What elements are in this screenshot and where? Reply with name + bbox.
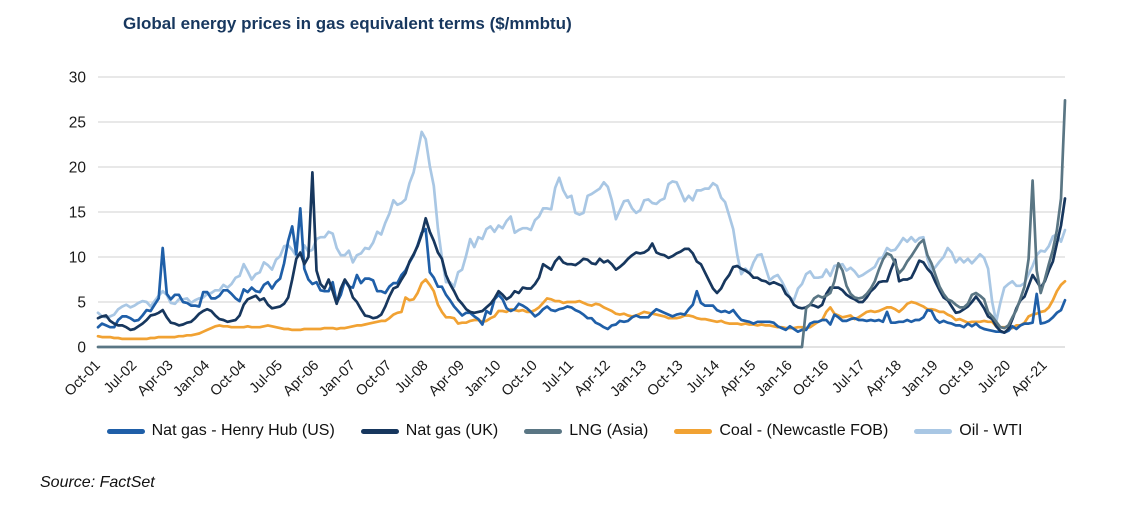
x-tick-label: Oct-10 — [499, 358, 541, 400]
legend-label: LNG (Asia) — [569, 422, 649, 439]
legend-item-coal-newcastle-fob-: Coal - (Newcastle FOB) — [674, 422, 888, 440]
source-note: Source: FactSet — [40, 474, 155, 491]
legend-line-swatch — [524, 428, 563, 434]
x-tick-label: Apr-09 — [426, 358, 468, 400]
y-tick-label: 25 — [69, 115, 86, 132]
series-line-nat-gas-uk- — [96, 171, 1067, 334]
y-tick-label: 30 — [69, 70, 87, 87]
legend-label: Nat gas - Henry Hub (US) — [151, 422, 335, 439]
x-tick-label: Oct-13 — [644, 358, 686, 400]
x-tick-label: Jan-16 — [753, 358, 796, 401]
legend-line-swatch — [914, 428, 953, 434]
x-tick-label: Jul-14 — [684, 358, 723, 397]
y-tick-label: 5 — [77, 295, 86, 312]
y-tick-label: 15 — [69, 205, 86, 222]
x-tick-label: Apr-15 — [717, 358, 759, 400]
x-tick-label: Jul-02 — [101, 358, 140, 397]
x-tick-label: Jan-04 — [170, 358, 213, 401]
legend-line-swatch — [360, 428, 399, 434]
x-tick-label: Apr-12 — [572, 358, 614, 400]
x-tick-label: Apr-21 — [1009, 358, 1051, 400]
x-tick-label: Oct-04 — [207, 358, 249, 400]
x-tick-label: Jan-07 — [316, 358, 359, 401]
x-tick-label: Jul-05 — [247, 358, 286, 397]
line-chart-plot-area: 051015202530Oct-01Jul-02Apr-03Jan-04Oct-… — [62, 70, 1067, 401]
y-tick-label: 20 — [69, 160, 87, 177]
x-tick-label: Jan-13 — [607, 358, 650, 401]
y-tick-label: 10 — [69, 250, 87, 267]
y-tick-label: 0 — [77, 340, 86, 357]
x-tick-label: Apr-03 — [135, 358, 177, 400]
legend-label: Oil - WTI — [959, 422, 1023, 439]
legend-label: Nat gas (UK) — [405, 422, 499, 439]
x-tick-label: Jul-08 — [392, 358, 431, 397]
x-tick-label: Apr-06 — [280, 358, 322, 400]
x-tick-label: Apr-18 — [863, 358, 905, 400]
x-tick-label: Oct-07 — [353, 358, 395, 400]
legend-label: Coal - (Newcastle FOB) — [719, 422, 889, 439]
series-line-nat-gas-henry-hub-us- — [96, 207, 1067, 334]
series-line-coal-newcastle-fob- — [96, 278, 1067, 341]
x-tick-label: Jul-20 — [975, 358, 1014, 397]
legend-item-lng-asia-: LNG (Asia) — [524, 422, 648, 440]
legend-item-nat-gas-uk-: Nat gas (UK) — [360, 422, 499, 440]
legend-line-swatch — [106, 428, 145, 434]
x-tick-label: Jan-19 — [899, 358, 942, 401]
chart-title: Global energy prices in gas equivalent t… — [123, 14, 572, 33]
x-tick-label: Jul-11 — [539, 358, 577, 396]
x-tick-label: Jul-17 — [829, 358, 868, 397]
x-tick-label: Jan-10 — [462, 358, 505, 401]
x-tick-label: Oct-16 — [790, 358, 832, 400]
chart-legend: Nat gas - Henry Hub (US) Nat gas (UK) LNG … — [0, 422, 1129, 440]
legend-item-nat-gas-henry-hub-us-: Nat gas - Henry Hub (US) — [106, 422, 335, 440]
x-tick-label: Oct-01 — [62, 358, 104, 400]
series-line-oil-wti — [96, 130, 1067, 324]
series-line-lng-asia- — [96, 99, 1067, 349]
legend-line-swatch — [674, 428, 713, 434]
x-tick-label: Oct-19 — [936, 358, 978, 400]
legend-item-oil-wti: Oil - WTI — [914, 422, 1022, 440]
